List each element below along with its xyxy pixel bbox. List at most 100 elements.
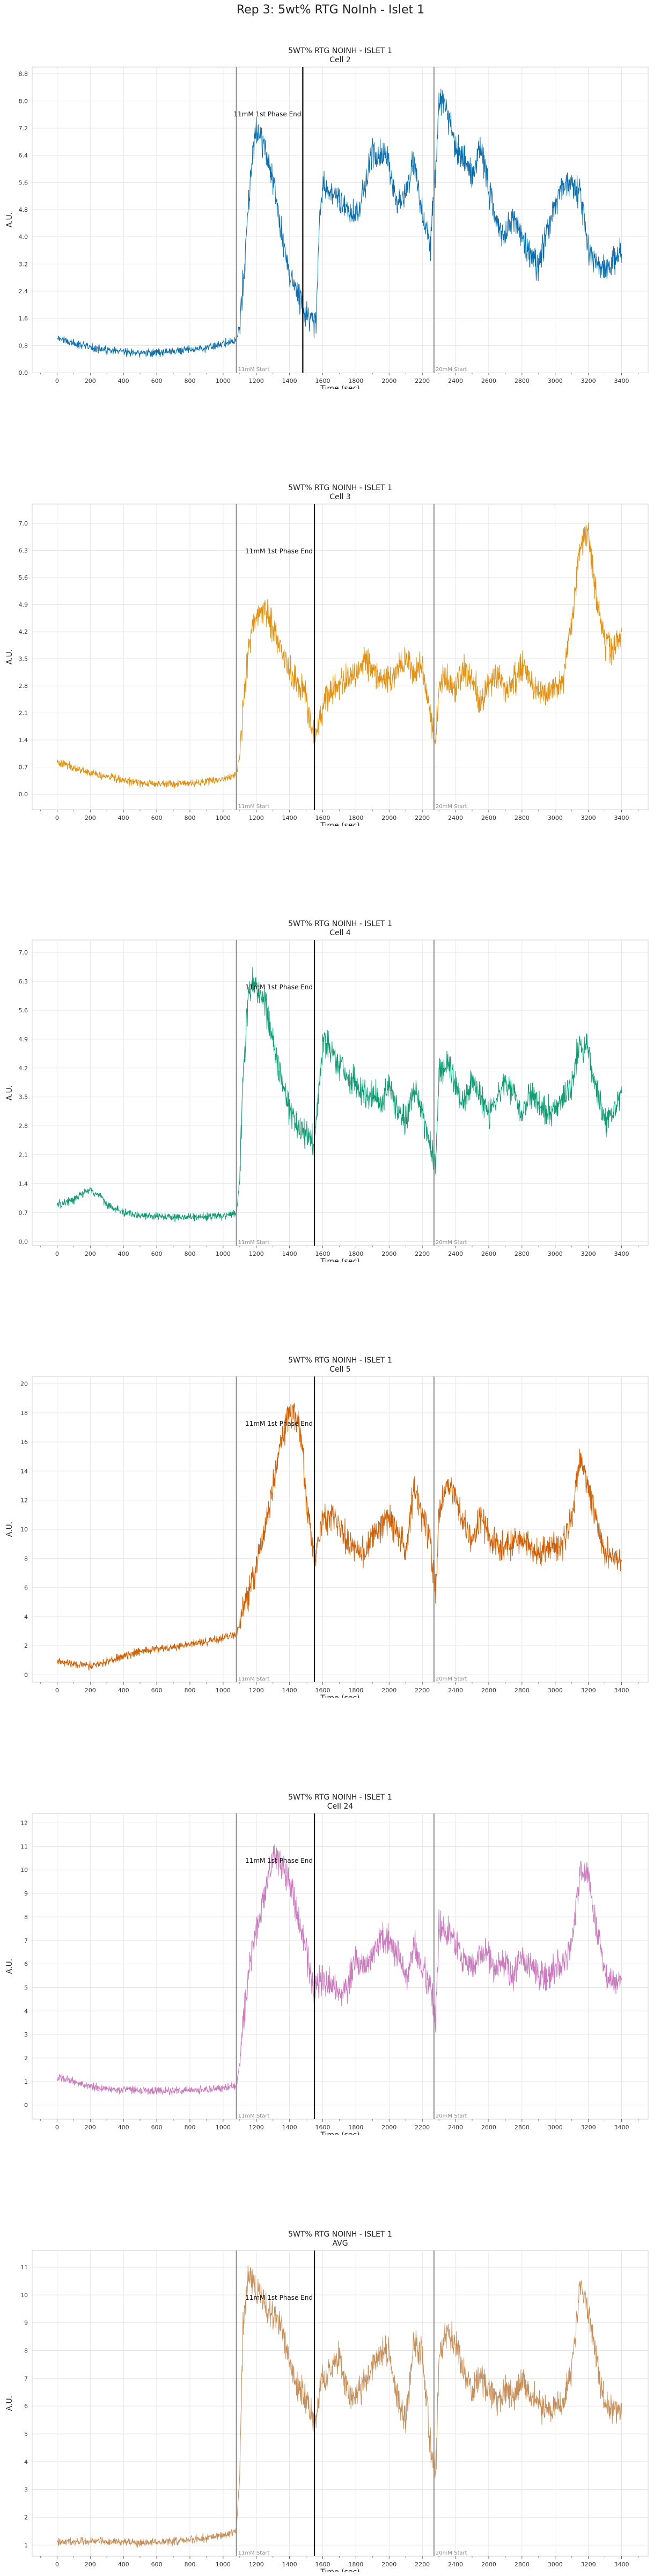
x-tick-label: 600 (151, 377, 163, 384)
chart-title: 5WT% RTG NOINH - ISLET 1 (288, 920, 392, 928)
x-tick-label: 600 (151, 2561, 163, 2568)
y-axis-label: A.U. (5, 212, 14, 227)
y-tick-label: 8.8 (19, 71, 28, 78)
y-tick-label: 7.0 (19, 949, 28, 956)
y-tick-label: 4.2 (19, 628, 28, 635)
chart-title: 5WT% RTG NOINH - ISLET 1 (288, 484, 392, 492)
x-tick-label: 3400 (614, 377, 629, 384)
y-tick-label: 5.6 (19, 574, 28, 581)
stimulus-start-label: 20mM Start (436, 2550, 467, 2556)
stimulus-start-label: 20mM Start (436, 1240, 467, 1246)
y-tick-label: 7.0 (19, 520, 28, 527)
x-tick-label: 1000 (216, 1687, 231, 1694)
y-tick-label: 4 (24, 1613, 28, 1620)
x-tick-label: 2600 (481, 2561, 496, 2568)
y-tick-label: 0.0 (19, 791, 28, 798)
y-tick-label: 0.7 (19, 764, 28, 771)
x-tick-label: 200 (85, 2124, 96, 2131)
series-line (56, 967, 622, 1223)
x-tick-label: 2000 (381, 2561, 396, 2568)
y-tick-label: 0.8 (19, 342, 28, 349)
x-tick-label: 2800 (515, 1250, 530, 1257)
chart-subtitle: Cell 4 (329, 929, 351, 937)
y-tick-label: 6 (24, 1585, 28, 1592)
x-tick-label: 2800 (515, 2561, 530, 2568)
y-tick-label: 5.6 (19, 179, 28, 186)
x-tick-label: 3400 (614, 1687, 629, 1694)
y-tick-label: 2.8 (19, 1123, 28, 1130)
x-tick-label: 2000 (381, 815, 396, 821)
x-tick-label: 800 (184, 1250, 195, 1257)
y-tick-label: 18 (20, 1410, 28, 1417)
x-tick-label: 1600 (315, 1250, 330, 1257)
phase-end-label: 11mM 1st Phase End (245, 2294, 313, 2301)
x-tick-label: 1600 (315, 2124, 330, 2131)
x-tick-label: 2400 (448, 2561, 463, 2568)
y-tick-label: 2.4 (19, 288, 28, 295)
chart-title: 5WT% RTG NOINH - ISLET 1 (288, 47, 392, 55)
x-tick-label: 1000 (216, 815, 231, 821)
x-tick-label: 3000 (548, 377, 563, 384)
x-tick-label: 1800 (348, 2561, 363, 2568)
y-axis-label: A.U. (5, 649, 14, 664)
plot-area (32, 66, 649, 373)
x-tick-label: 2400 (448, 1687, 463, 1694)
phase-end-label: 11mM 1st Phase End (233, 110, 301, 118)
y-tick-label: 2.1 (19, 1152, 28, 1159)
y-tick-label: 4.9 (19, 602, 28, 609)
y-tick-label: 8 (24, 1555, 28, 1562)
x-tick-label: 1600 (315, 815, 330, 821)
x-tick-label: 800 (184, 377, 195, 384)
stimulus-start-label: 11mM Start (238, 2550, 270, 2556)
y-tick-label: 9 (24, 2320, 28, 2327)
y-tick-label: 11 (20, 2264, 28, 2271)
chart-panel: 0 200 400 600 800 1000 1200 1400 1600 1800 2000 220… (5, 47, 649, 389)
x-tick-label: 800 (184, 1687, 195, 1694)
y-tick-label: 6.4 (19, 152, 28, 159)
x-tick-label: 2400 (448, 815, 463, 821)
phase-end-label: 11mM 1st Phase End (245, 547, 313, 555)
x-tick-label: 3000 (548, 1687, 563, 1694)
y-tick-label: 2 (24, 2055, 28, 2062)
x-tick-label: 400 (118, 1687, 129, 1694)
x-tick-label: 200 (85, 1687, 96, 1694)
x-tick-label: 1200 (249, 377, 264, 384)
x-tick-label: 1800 (348, 377, 363, 384)
y-tick-label: 7.2 (19, 125, 28, 132)
x-tick-label: 2000 (381, 2124, 396, 2131)
y-tick-label: 2.1 (19, 710, 28, 717)
stimulus-start-label: 11mM Start (238, 1676, 270, 1682)
x-tick-label: 200 (85, 2561, 96, 2568)
y-tick-label: 0.0 (19, 369, 28, 376)
x-tick-label: 3400 (614, 2124, 629, 2131)
y-axis-label: A.U. (5, 2396, 14, 2411)
y-tick-label: 0 (24, 2102, 28, 2109)
chart-panel: 0 200 400 600 800 1000 1200 1400 1600 1800 2000 220… (5, 1793, 649, 2135)
x-tick-label: 3400 (614, 815, 629, 821)
chart-title: 5WT% RTG NOINH - ISLET 1 (288, 2230, 392, 2239)
x-tick-label: 200 (85, 377, 96, 384)
series-line (56, 522, 622, 789)
x-tick-label: 2600 (481, 815, 496, 821)
y-tick-label: 3 (24, 2486, 28, 2493)
x-tick-label: 1400 (282, 2561, 297, 2568)
x-tick-label: 1200 (249, 815, 264, 821)
y-tick-label: 4.8 (19, 206, 28, 213)
y-tick-label: 1.4 (19, 1180, 28, 1187)
series-line (56, 2265, 622, 2548)
x-tick-label: 0 (55, 377, 59, 384)
x-tick-label: 2000 (381, 1250, 396, 1257)
y-tick-label: 7 (24, 2375, 28, 2382)
x-tick-label: 400 (118, 2124, 129, 2131)
x-tick-label: 400 (118, 2561, 129, 2568)
x-tick-label: 2000 (381, 377, 396, 384)
stimulus-start-label: 11mM Start (238, 2113, 270, 2119)
x-tick-label: 2000 (381, 1687, 396, 1694)
y-tick-label: 20 (20, 1381, 28, 1388)
y-tick-label: 5.6 (19, 1007, 28, 1014)
x-tick-label: 3000 (548, 2561, 563, 2568)
series-line (56, 1844, 622, 2096)
y-tick-label: 6.3 (19, 978, 28, 985)
x-tick-label: 1200 (249, 2561, 264, 2568)
x-tick-label: 2200 (415, 1687, 430, 1694)
